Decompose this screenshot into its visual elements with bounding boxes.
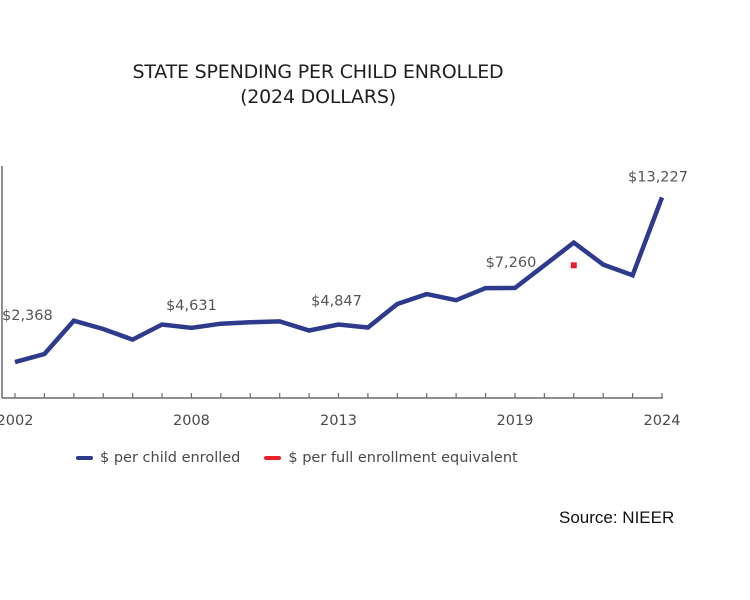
x-tick-label: 2019 bbox=[497, 413, 534, 429]
legend-label: $ per child enrolled bbox=[100, 450, 241, 466]
x-tick-label: 2013 bbox=[320, 413, 357, 429]
legend-item-per-fee: $ per full enrollment equivalent bbox=[264, 450, 518, 466]
series bbox=[14, 196, 665, 365]
legend: $ per child enrolled $ per full enrollme… bbox=[76, 450, 542, 466]
axes bbox=[1, 166, 663, 399]
x-tick-labels: 2002 2008 2013 2019 2024 bbox=[0, 413, 680, 429]
chart-title-main: STATE SPENDING PER CHILD ENROLLED bbox=[132, 61, 504, 83]
series-point-per-fee bbox=[570, 262, 577, 269]
data-labels: $2,368 $4,631 $4,847 $7,260 $13,227 bbox=[2, 169, 688, 324]
legend-label: $ per full enrollment equivalent bbox=[288, 450, 518, 466]
chart-title: STATE SPENDING PER CHILD ENROLLED (2024 … bbox=[0, 60, 636, 110]
data-label: $7,260 bbox=[486, 255, 537, 271]
chart-subtitle: (2024 DOLLARS) bbox=[240, 86, 396, 108]
data-label: $4,847 bbox=[311, 294, 362, 310]
line-chart: 2002 2008 2013 2019 2024 $2,368$4,631 $4,847$… bbox=[0, 166, 688, 429]
data-label: $2,368 bbox=[2, 308, 53, 324]
x-tick-label: 2002 bbox=[0, 413, 33, 429]
series-line-per-child-enrolled bbox=[14, 196, 665, 365]
x-tick-label: 2024 bbox=[644, 413, 681, 429]
data-label: $13,227 bbox=[628, 169, 688, 185]
legend-swatch-red bbox=[264, 456, 282, 460]
legend-item-per-child: $ per child enrolled bbox=[76, 450, 240, 466]
legend-swatch-blue bbox=[76, 456, 93, 460]
x-ticks bbox=[14, 393, 663, 398]
data-label: $4,631 bbox=[166, 298, 217, 314]
x-tick-label: 2008 bbox=[173, 413, 210, 429]
source-note: Source: NIEER bbox=[559, 508, 675, 527]
